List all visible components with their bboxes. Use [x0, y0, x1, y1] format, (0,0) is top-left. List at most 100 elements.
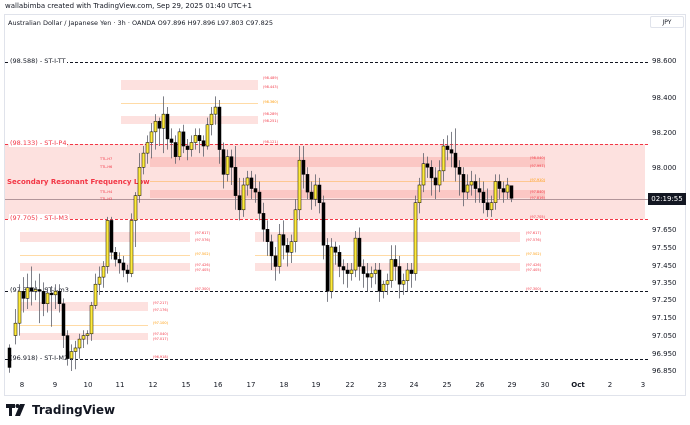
- chart-credit: wallabimba created with TradingView.com,…: [5, 2, 253, 10]
- bear-candle: [509, 185, 514, 199]
- time-tick: 19: [311, 381, 321, 389]
- bear-candle: [173, 142, 178, 157]
- time-tick: 26: [475, 381, 485, 389]
- band-price-label: (97.426): [195, 263, 210, 267]
- level-band: [150, 157, 545, 167]
- bull-candle: [77, 338, 82, 349]
- band-price-label: (97.176): [153, 308, 168, 312]
- price-tick: 98.000: [652, 164, 677, 172]
- band-price-label: (98.251): [263, 119, 278, 123]
- level-band: [150, 190, 545, 198]
- bear-candle: [49, 292, 54, 296]
- band-price-label: (97.300): [195, 287, 210, 291]
- bear-candle: [497, 181, 502, 189]
- level-line-st-i-p4: [5, 144, 648, 145]
- symbol-legend[interactable]: Australian Dollar / Japanese Yen · 3h · …: [8, 19, 274, 27]
- band-price-label: (98.121): [263, 140, 278, 144]
- bear-candle: [109, 220, 114, 253]
- bear-candle: [309, 191, 314, 200]
- bear-candle: [281, 234, 286, 246]
- ttl-label: TTL-H6: [100, 165, 113, 169]
- level-band: [255, 232, 520, 242]
- bear-candle: [113, 252, 118, 260]
- bull-candle: [277, 234, 282, 267]
- bull-candle: [85, 333, 90, 336]
- bull-candle: [421, 163, 426, 186]
- bear-candle: [21, 291, 26, 299]
- bull-candle: [417, 184, 422, 203]
- level-band: [121, 116, 258, 124]
- bear-candle: [157, 120, 162, 129]
- bear-candle: [269, 241, 274, 257]
- bull-candle: [353, 237, 358, 271]
- bear-candle: [221, 149, 226, 175]
- tradingview-logo[interactable]: TradingView: [6, 403, 115, 417]
- level-label-st-i-tt: (98.588) - ST-I-TT: [9, 57, 67, 65]
- bear-candle: [117, 259, 122, 264]
- time-tick: 11: [115, 381, 125, 389]
- midpoint-line: [20, 325, 148, 326]
- midpoint-line: [255, 255, 520, 256]
- time-tick: 23: [377, 381, 387, 389]
- bar-countdown: 02:19:55: [648, 193, 686, 205]
- band-price-label: (96.918): [153, 355, 168, 359]
- currency-selector[interactable]: JPY: [650, 16, 684, 28]
- bull-candle: [489, 202, 494, 211]
- time-tick: 29: [507, 381, 517, 389]
- bear-candle: [257, 191, 262, 214]
- ttl-label: TTL-H3: [100, 197, 113, 201]
- level-label-st-i-m2: (96.918) - ST-I-M2: [9, 354, 70, 362]
- price-tick: 97.650: [652, 226, 677, 234]
- bull-candle: [145, 142, 150, 154]
- bull-candle: [225, 156, 230, 175]
- bear-candle: [125, 269, 130, 274]
- bull-candle: [401, 280, 406, 285]
- band-price-label: (97.840): [530, 190, 545, 194]
- tradingview-brand: TradingView: [32, 403, 116, 417]
- band-price-label: (98.489): [263, 76, 278, 80]
- price-tick: 97.050: [652, 332, 677, 340]
- bull-candle: [405, 269, 410, 281]
- midpoint-line: [150, 181, 545, 182]
- bear-candle: [261, 213, 266, 230]
- time-tick: 30: [540, 381, 550, 389]
- band-price-label: (98.443): [263, 85, 278, 89]
- bear-candle: [473, 181, 478, 189]
- bull-candle: [13, 322, 18, 336]
- band-price-label: (97.576): [526, 238, 541, 242]
- band-price-label: (97.502): [195, 252, 210, 256]
- bear-candle: [41, 291, 46, 304]
- band-price-label: (97.705): [530, 215, 545, 219]
- bear-candle: [273, 255, 278, 267]
- band-price-label: (97.502): [526, 252, 541, 256]
- chart-frame[interactable]: [4, 14, 686, 396]
- bear-candle: [57, 291, 62, 304]
- zone-title: Secondary Resonant Frequency Low: [7, 178, 150, 186]
- bear-candle: [29, 287, 34, 292]
- time-tick: 8: [19, 381, 25, 389]
- bull-candle: [53, 291, 58, 296]
- bull-candle: [89, 305, 94, 335]
- bull-candle: [193, 135, 198, 143]
- bull-candle: [381, 283, 386, 292]
- bull-candle: [493, 181, 498, 203]
- bear-candle: [285, 244, 290, 253]
- bull-candle: [245, 177, 250, 186]
- bear-candle: [121, 262, 126, 271]
- bear-candle: [201, 140, 206, 147]
- bull-candle: [69, 351, 74, 359]
- bull-candle: [105, 220, 110, 267]
- bull-candle: [81, 335, 86, 340]
- bear-candle: [501, 188, 506, 193]
- price-tick: 98.200: [652, 129, 677, 137]
- time-tick: 2: [607, 381, 613, 389]
- level-band: [20, 232, 190, 242]
- level-label-st-i-m3: (97.705) - ST-I-M3: [9, 214, 70, 222]
- bear-candle: [37, 289, 42, 292]
- bear-candle: [181, 131, 186, 147]
- bear-candle: [361, 266, 366, 274]
- bear-candle: [477, 188, 482, 193]
- bear-candle: [393, 259, 398, 267]
- price-tick: 98.400: [652, 94, 677, 102]
